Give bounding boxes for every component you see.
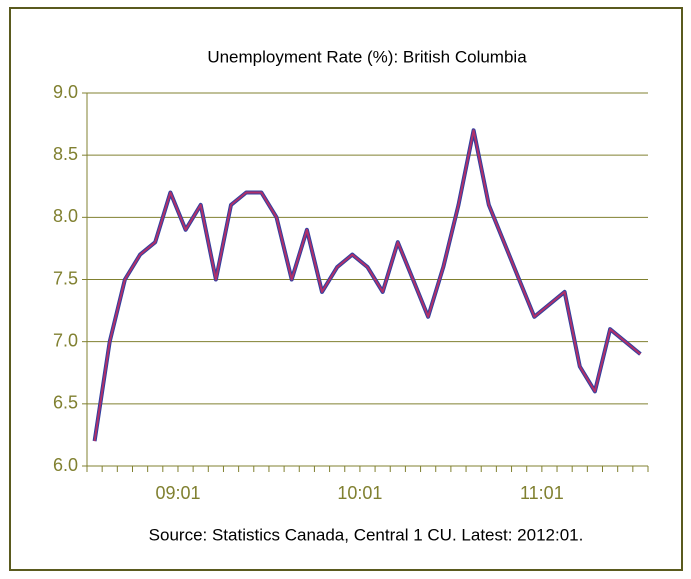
x-tick-label: 09:01 [155,483,200,503]
y-tick-label: 9.0 [53,82,78,102]
chart-title: Unemployment Rate (%): British Columbia [207,47,527,66]
y-tick-label: 6.5 [53,393,78,413]
y-tick-label: 8.5 [53,144,78,164]
y-tick-label: 7.5 [53,268,78,288]
source-note: Source: Statistics Canada, Central 1 CU.… [149,525,584,544]
y-tick-label: 8.0 [53,206,78,226]
y-tick-label: 7.0 [53,330,78,350]
x-tick-label: 11:01 [520,483,564,503]
line [93,129,642,442]
x-tick-label: 10:01 [337,483,382,503]
y-tick-label: 6.0 [53,455,78,475]
